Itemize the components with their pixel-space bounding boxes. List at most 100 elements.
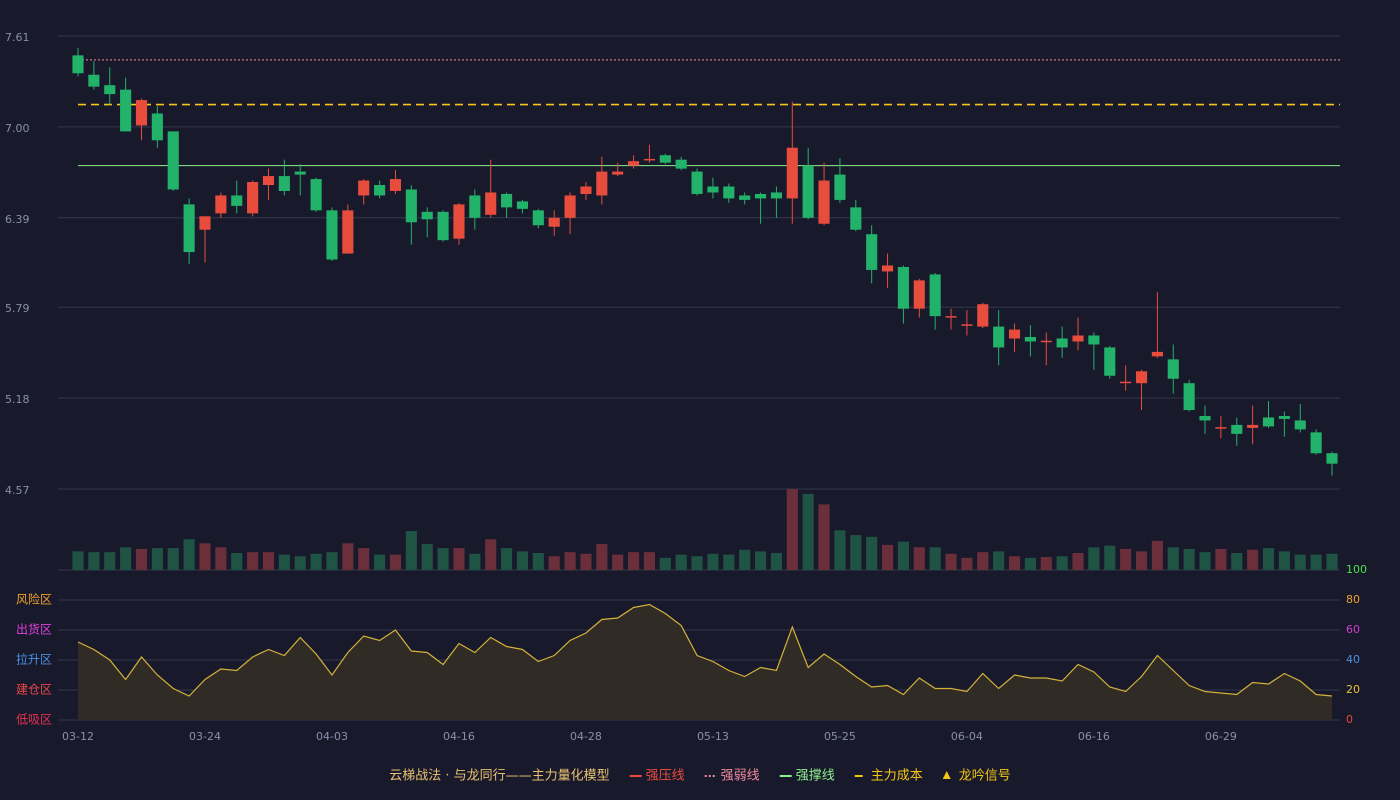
candle-body — [374, 185, 386, 196]
candle-body — [88, 74, 100, 87]
candle-body — [469, 195, 481, 218]
candle-body — [659, 155, 671, 163]
volume-bar — [1262, 548, 1275, 570]
candle-body — [310, 179, 322, 211]
volume-bar — [913, 547, 925, 570]
candle-body — [72, 55, 84, 74]
candle-body — [691, 171, 703, 194]
candle-body — [199, 216, 211, 230]
volume-bar — [850, 535, 862, 570]
candle-body — [1056, 338, 1068, 348]
candle-body — [786, 147, 798, 199]
volume-bar — [437, 548, 449, 570]
volume-bar — [707, 553, 719, 570]
volume-bar — [215, 547, 227, 570]
candle-body — [850, 207, 862, 230]
legend-label: 强撑线 — [796, 769, 835, 784]
volume-bar — [1040, 557, 1052, 570]
candle-body — [421, 211, 433, 220]
candle-body — [1104, 347, 1116, 376]
volume-bar — [405, 531, 417, 570]
candle-body — [1326, 453, 1338, 464]
x-tick-label: 05-13 — [697, 730, 729, 743]
volume-bar — [453, 548, 465, 570]
candle-body — [770, 192, 782, 199]
legend-title: 云梯战法 · 与龙同行——主力量化模型 — [389, 769, 609, 784]
candle-body — [215, 195, 227, 214]
candle-body — [643, 158, 655, 161]
candle-body — [548, 217, 560, 227]
volume-bar — [294, 556, 306, 570]
candle-body — [1135, 371, 1148, 384]
volume-bar — [1183, 548, 1195, 570]
candle-body — [866, 234, 878, 270]
candle-body — [993, 326, 1005, 348]
y2-tick-label: 0 — [1346, 713, 1353, 726]
candle-body — [120, 89, 132, 132]
volume-bar — [342, 543, 354, 570]
y2-tick-label: 100 — [1346, 563, 1367, 576]
candle-body — [1072, 335, 1084, 342]
candle-body — [1262, 417, 1275, 427]
candle-body — [1215, 427, 1227, 429]
candle-body — [278, 176, 290, 191]
candle-body — [1247, 424, 1259, 428]
volume-bar — [1310, 554, 1322, 570]
legend-label: 主力成本 — [871, 769, 923, 784]
volume-bar — [326, 552, 338, 570]
volume-bar — [1278, 551, 1290, 570]
candle-body — [913, 280, 925, 309]
y-tick-label: 6.39 — [5, 213, 30, 226]
volume-bar — [1135, 551, 1148, 570]
volume-bar — [1151, 540, 1163, 570]
volume-bar — [310, 553, 322, 570]
x-tick-label: 06-04 — [951, 730, 983, 743]
y2-tick-label: 40 — [1346, 653, 1360, 666]
candle-body — [485, 192, 497, 215]
volume-bar — [485, 539, 497, 570]
volume-bar — [993, 551, 1005, 570]
volume-bar — [389, 554, 402, 570]
legend: 云梯战法 · 与龙同行——主力量化模型 强压线 强弱线 强撑线 主力成本 龙吟信号 — [389, 768, 1010, 784]
candle-body — [453, 204, 465, 239]
legend-label: 强弱线 — [721, 769, 760, 784]
legend-label: 强压线 — [646, 769, 685, 784]
candle-body — [596, 171, 608, 196]
candle-body — [167, 131, 179, 190]
candle-body — [881, 265, 894, 272]
volume-bar — [977, 552, 989, 570]
y-tick-label: 4.57 — [5, 484, 30, 497]
volume-bar — [1104, 545, 1116, 570]
candle-body — [135, 100, 148, 126]
volume-bar — [548, 556, 560, 570]
zone-label: 出货区 — [16, 622, 52, 637]
zone-label: 低吸区 — [16, 713, 52, 727]
volume-bar — [1024, 557, 1036, 570]
volume-bar — [612, 554, 624, 570]
x-tick-label: 04-28 — [570, 730, 602, 743]
candle-body — [501, 193, 513, 208]
volume-bar — [786, 489, 798, 570]
candle-body — [326, 210, 338, 260]
volume-bar — [802, 493, 814, 570]
volume-bar — [659, 557, 671, 570]
volume-bar — [167, 548, 179, 570]
candle-body — [151, 113, 163, 141]
candle-body — [802, 165, 814, 218]
candle-body — [405, 189, 417, 223]
volume-bar — [1056, 556, 1068, 570]
candle-body — [104, 85, 116, 95]
volume-bar — [929, 547, 941, 570]
volume-bar — [421, 544, 433, 570]
x-tick-label: 05-25 — [824, 730, 856, 743]
candle-body — [231, 195, 243, 206]
candle-body — [961, 324, 973, 326]
volume-bar — [1247, 549, 1259, 570]
volume-bar — [231, 552, 243, 570]
volume-bar — [675, 554, 687, 570]
volume-bar — [866, 536, 878, 570]
y2-tick-label: 80 — [1346, 593, 1360, 606]
y2-tick-label: 20 — [1346, 683, 1360, 696]
volume-bar — [961, 557, 973, 570]
candle-body — [1151, 351, 1163, 357]
